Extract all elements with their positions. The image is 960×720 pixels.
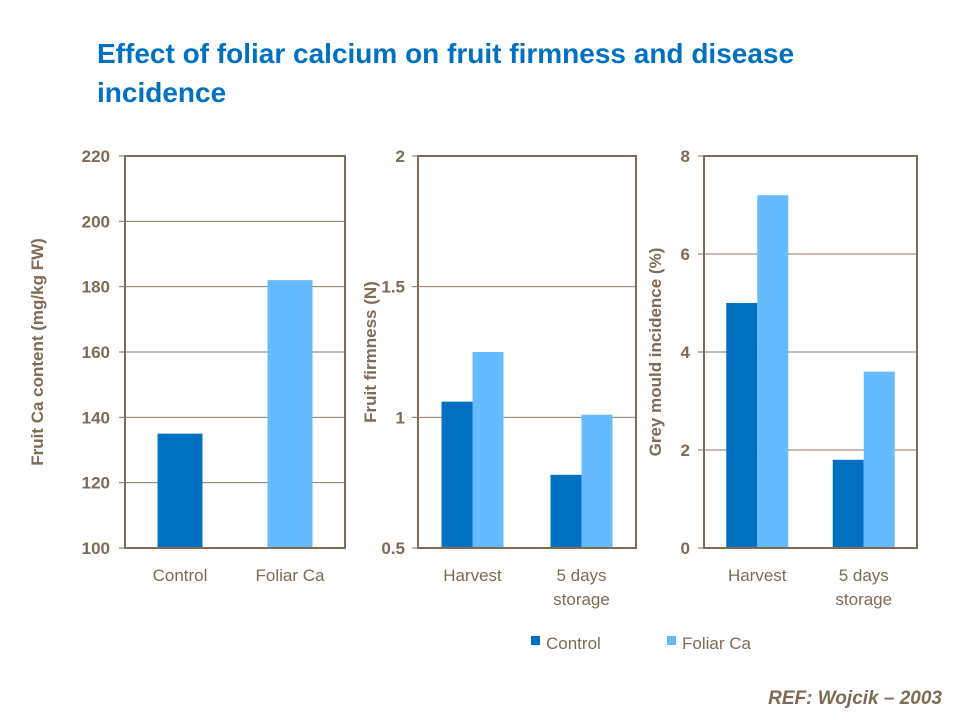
legend-label: Control [546, 634, 601, 653]
bar [267, 280, 313, 548]
y-axis-label: Fruit Ca content (mg/kg FW) [28, 238, 47, 466]
x-tick-label: Foliar Ca [256, 566, 326, 585]
y-tick-label: 1 [396, 408, 405, 427]
y-tick-label: 220 [82, 147, 110, 166]
y-tick-label: 180 [82, 278, 110, 297]
bar [726, 303, 758, 548]
x-tick-label: 5 days [839, 566, 889, 585]
chart-1 [119, 155, 346, 549]
plot-frame [703, 155, 918, 549]
x-tick-label: Harvest [728, 566, 787, 585]
bar [550, 474, 582, 548]
y-tick-label: 140 [82, 408, 110, 427]
legend-label: Foliar Ca [682, 634, 752, 653]
bar [472, 352, 504, 548]
y-tick-label: 100 [82, 539, 110, 558]
y-tick-label: 0 [681, 539, 690, 558]
bar [157, 433, 203, 548]
bar [863, 371, 895, 548]
y-tick-label: 4 [681, 343, 691, 362]
y-tick-label: 0.5 [381, 539, 405, 558]
y-tick-label: 2 [396, 147, 405, 166]
y-tick-label: 2 [681, 441, 690, 460]
x-tick-label: Control [153, 566, 208, 585]
page-title: Effect of foliar calcium on fruit firmne… [97, 38, 795, 108]
y-axis-label: Grey mould incidence (%) [646, 248, 665, 457]
bar [757, 195, 789, 548]
reference: REF: Wojcik – 2003 [768, 688, 942, 709]
y-tick-label: 120 [82, 474, 110, 493]
x-tick-label: storage [835, 590, 892, 609]
bar [832, 459, 864, 548]
legend-swatch [531, 636, 540, 645]
plot-frame [417, 155, 637, 549]
plot-frame [124, 155, 346, 549]
legend-swatch [667, 636, 676, 645]
x-tick-label: Harvest [443, 566, 502, 585]
y-tick-label: 6 [681, 245, 690, 264]
bar [441, 401, 473, 548]
y-tick-label: 160 [82, 343, 110, 362]
chart-3 [698, 155, 918, 549]
chart-2 [412, 155, 637, 549]
y-tick-label: 8 [681, 147, 690, 166]
y-tick-label: 200 [82, 212, 110, 231]
bar [581, 414, 613, 548]
y-tick-label: 1.5 [381, 278, 405, 297]
y-axis-label: Fruit firmness (N) [361, 281, 380, 423]
x-tick-label: 5 days [556, 566, 606, 585]
x-tick-label: storage [553, 590, 610, 609]
